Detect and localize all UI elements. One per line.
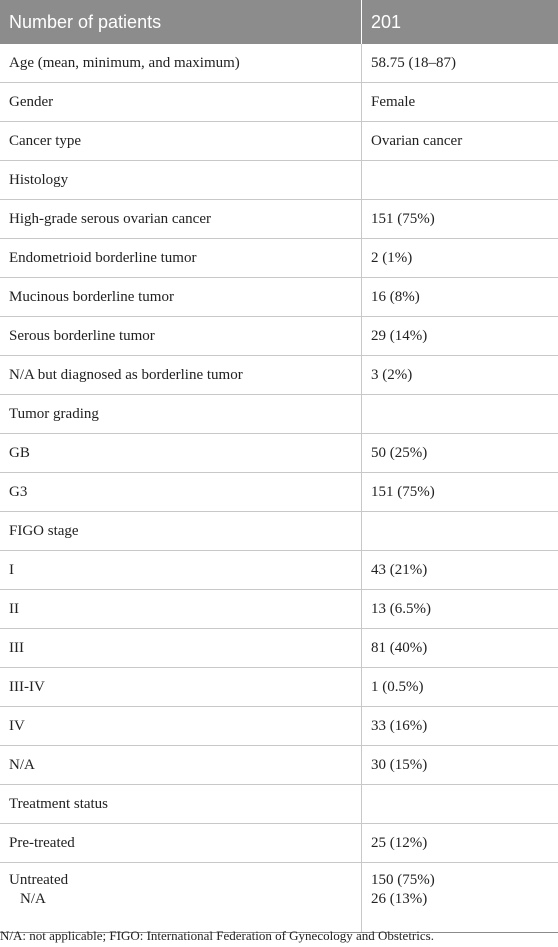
header-value: 201 <box>371 11 402 32</box>
table-row: Treatment status <box>0 784 558 824</box>
row-label: High-grade serous ovarian cancer <box>0 199 362 239</box>
row-value: 151 (75%) <box>361 472 558 512</box>
row-label: Endometrioid borderline tumor <box>0 238 362 278</box>
table-row: N/A 30 (15%) <box>0 745 558 785</box>
row-value: 50 (25%) <box>361 433 558 473</box>
row-value: 43 (21%) <box>361 550 558 590</box>
row-value: 1 (0.5%) <box>361 667 558 707</box>
table-row: III 81 (40%) <box>0 628 558 668</box>
table-row: Endometrioid borderline tumor 2 (1%) <box>0 238 558 278</box>
header-label: Number of patients <box>0 0 362 44</box>
table-row: IV 33 (16%) <box>0 706 558 746</box>
table-row: FIGO stage <box>0 511 558 551</box>
table-row: II 13 (6.5%) <box>0 589 558 629</box>
row-value: 25 (12%) <box>361 823 558 863</box>
table-body: Age (mean, minimum, and maximum) 58.75 (1… <box>0 44 558 863</box>
row-label-cell: Untreated N/A <box>0 862 362 933</box>
table-row: G3 151 (75%) <box>0 472 558 512</box>
table-header-row: Number of patients 201 <box>0 0 558 44</box>
row-value: 16 (8%) <box>361 277 558 317</box>
table-row: Mucinous borderline tumor 16 (8%) <box>0 277 558 317</box>
row-value: 150 (75%) <box>371 872 435 888</box>
table-row: High-grade serous ovarian cancer 151 (75%… <box>0 199 558 239</box>
table-footnote: N/A: not applicable; FIGO: International… <box>0 928 434 943</box>
row-value <box>361 784 558 824</box>
row-label: Tumor grading <box>0 394 362 434</box>
row-label: Cancer type <box>0 121 362 161</box>
table-row: I 43 (21%) <box>0 550 558 590</box>
row-label: I <box>0 550 362 590</box>
row-label: FIGO stage <box>0 511 362 551</box>
table-row: III-IV 1 (0.5%) <box>0 667 558 707</box>
row-label: Histology <box>0 160 362 200</box>
row-value: 29 (14%) <box>361 316 558 356</box>
row-label: N/A <box>0 745 362 785</box>
row-sub-value: 26 (13%) <box>371 891 428 907</box>
row-value: 13 (6.5%) <box>361 589 558 629</box>
row-value <box>361 394 558 434</box>
row-value: 81 (40%) <box>361 628 558 668</box>
row-value: 3 (2%) <box>361 355 558 395</box>
row-label: Treatment status <box>0 784 362 824</box>
row-label: Gender <box>0 82 362 122</box>
table-row: Serous borderline tumor 29 (14%) <box>0 316 558 356</box>
row-label: IV <box>0 706 362 746</box>
table-row-untreated: Untreated N/A 150 (75%) 26 (13%) <box>0 862 558 933</box>
table-row: Pre-treated 25 (12%) <box>0 823 558 863</box>
row-value <box>361 511 558 551</box>
row-label: Serous borderline tumor <box>0 316 362 356</box>
row-value: 30 (15%) <box>361 745 558 785</box>
table-row: N/A but diagnosed as borderline tumor 3 (… <box>0 355 558 395</box>
row-value: 58.75 (18–87) <box>361 44 558 83</box>
row-label: III-IV <box>0 667 362 707</box>
row-label: Mucinous borderline tumor <box>0 277 362 317</box>
table-row: Cancer type Ovarian cancer <box>0 121 558 161</box>
row-label: II <box>0 589 362 629</box>
row-value: Ovarian cancer <box>361 121 558 161</box>
row-value <box>361 160 558 200</box>
table-row: Tumor grading <box>0 394 558 434</box>
row-label: Untreated <box>9 872 69 888</box>
row-value: 151 (75%) <box>361 199 558 239</box>
row-label: Pre-treated <box>0 823 362 863</box>
row-value-cell: 150 (75%) 26 (13%) <box>361 862 558 933</box>
row-label: Age (mean, minimum, and maximum) <box>0 44 362 83</box>
row-label: G3 <box>0 472 362 512</box>
table-row: Age (mean, minimum, and maximum) 58.75 (1… <box>0 44 558 83</box>
row-label: III <box>0 628 362 668</box>
row-value: Female <box>361 82 558 122</box>
row-value: 33 (16%) <box>361 706 558 746</box>
table-row: Gender Female <box>0 82 558 122</box>
row-value: 2 (1%) <box>361 238 558 278</box>
table-row: GB 50 (25%) <box>0 433 558 473</box>
row-label: N/A but diagnosed as borderline tumor <box>0 355 362 395</box>
row-sub-label: N/A <box>20 891 46 907</box>
table-row: Histology <box>0 160 558 200</box>
row-label: GB <box>0 433 362 473</box>
